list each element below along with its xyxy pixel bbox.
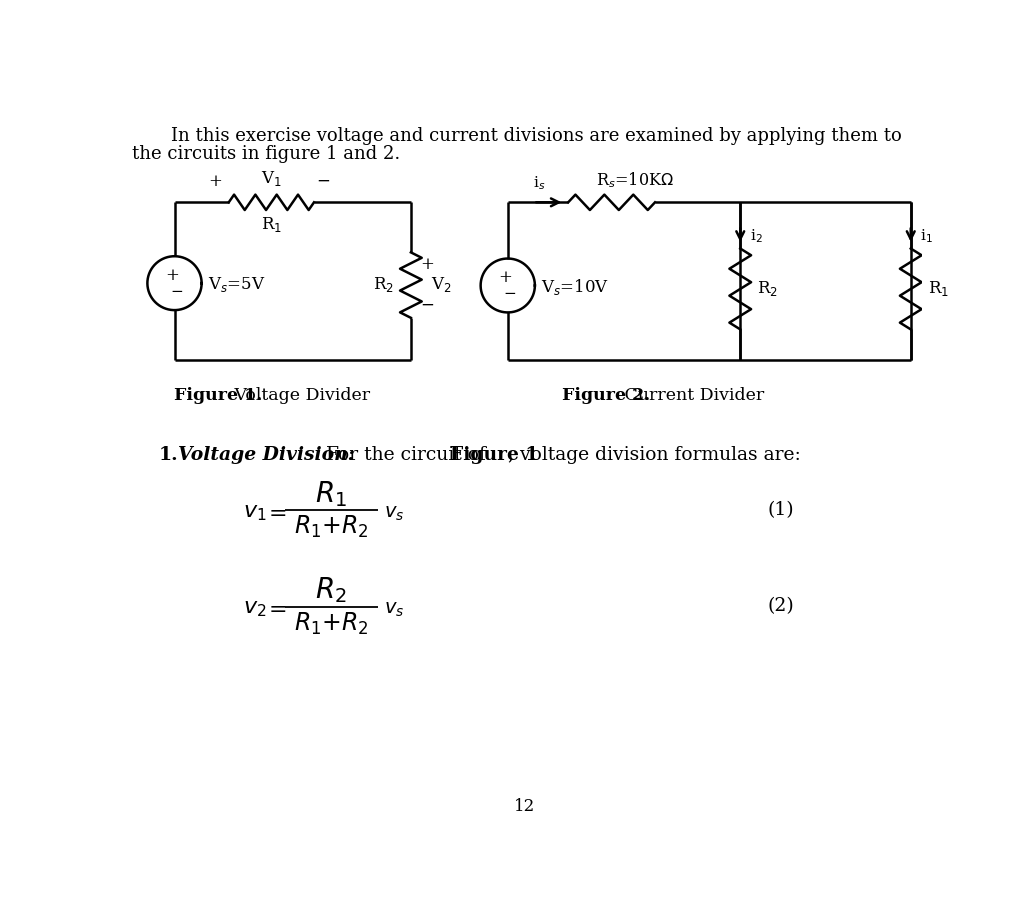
Text: −: − [420,297,434,314]
Text: i$_s$: i$_s$ [532,174,545,191]
Text: 12: 12 [514,798,536,814]
Text: $v_s$: $v_s$ [384,601,404,619]
Text: $R_1 {+} R_2$: $R_1 {+} R_2$ [294,514,369,540]
Text: V$_s$=10V: V$_s$=10V [541,277,609,297]
Text: $v_s$: $v_s$ [384,504,404,522]
Text: (2): (2) [767,597,795,616]
Text: −: − [170,285,183,299]
Text: V$_1$: V$_1$ [261,169,282,189]
Text: 1.: 1. [159,446,178,463]
Text: Figure 1.: Figure 1. [174,387,263,404]
Text: +: + [499,269,512,287]
Text: R$_2$: R$_2$ [758,279,778,298]
Text: +: + [420,256,434,273]
Text: R$_1$: R$_1$ [928,279,949,298]
Text: R$_s$=10K$\Omega$: R$_s$=10K$\Omega$ [596,170,674,190]
Text: V$_2$: V$_2$ [431,275,452,294]
Text: i$_1$: i$_1$ [920,227,933,245]
Text: Voltage Division:: Voltage Division: [178,446,355,463]
Text: R$_2$: R$_2$ [373,275,394,294]
Text: R$_1$: R$_1$ [261,214,282,234]
Text: $R_2$: $R_2$ [315,575,347,605]
Text: (1): (1) [767,501,794,519]
Text: $v_1$: $v_1$ [243,501,266,523]
Text: Figure 2.: Figure 2. [562,387,650,404]
Text: +: + [208,173,222,190]
Text: $v_2$: $v_2$ [243,597,266,619]
Text: $R_1 {+} R_2$: $R_1 {+} R_2$ [294,610,369,637]
Text: $=$: $=$ [263,597,287,619]
Text: For the circuit of: For the circuit of [321,446,493,463]
Text: Current Divider: Current Divider [618,387,764,404]
Text: −: − [316,173,330,190]
Text: the circuits in figure 1 and 2.: the circuits in figure 1 and 2. [132,146,400,163]
Text: −: − [504,287,516,301]
Text: i$_2$: i$_2$ [750,227,762,245]
Text: , voltage division formulas are:: , voltage division formulas are: [508,446,801,463]
Text: In this exercise voltage and current divisions are examined by applying them to: In this exercise voltage and current div… [171,126,901,145]
Text: $=$: $=$ [263,501,287,523]
Text: Figure 1: Figure 1 [450,446,539,463]
Text: $R_1$: $R_1$ [315,479,347,509]
Text: V$_s$=5V: V$_s$=5V [208,275,265,294]
Text: +: + [165,267,179,284]
Text: Voltage Divider: Voltage Divider [228,387,370,404]
